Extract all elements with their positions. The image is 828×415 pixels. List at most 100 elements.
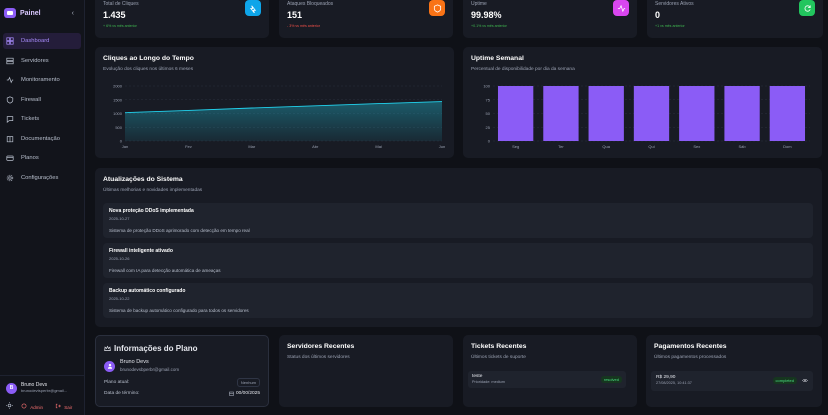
y-tick-label: 0	[120, 139, 123, 144]
sidebar-item-firewall[interactable]: Firewall	[3, 92, 81, 108]
update-date: 2025-10-26	[109, 256, 130, 261]
uptime-chart-subtitle: Percentual de disponibilidade por dia da…	[471, 67, 575, 72]
current-plan-label: Plano atual:	[104, 380, 130, 385]
clicks-chart-title: Cliques ao Longo do Tempo	[103, 55, 194, 62]
update-description: Firewall com IA para detecção automática…	[109, 268, 221, 273]
sidebar-item-label: Dashboard	[21, 38, 50, 44]
update-date: 2025-10-27	[109, 216, 130, 221]
plan-user-email: brunodevsbperbr@gmail.com	[120, 367, 180, 372]
admin-shield-icon	[21, 403, 27, 408]
clicks-line	[124, 101, 443, 114]
y-tick-label: 500	[115, 125, 122, 130]
calendar-icon	[229, 391, 234, 396]
x-tick-label: Fev	[185, 144, 192, 149]
update-item: Backup automático configurado 2025-10-22 S…	[103, 283, 813, 318]
admin-button[interactable]: Admin	[21, 403, 43, 410]
stat-value: 99.98%	[471, 10, 502, 20]
uptime-bar	[724, 86, 760, 141]
stat-trend: + 6% vs mês anterior	[103, 24, 137, 28]
collapse-sidebar-icon[interactable]: ‹	[71, 9, 74, 17]
uptime-bar	[769, 86, 806, 141]
uptime-bar	[679, 86, 715, 141]
user-profile[interactable]: B Bruno Devs brunodevtsperbr@gmail...	[0, 376, 85, 394]
payment-amount: R$ 29,90	[656, 375, 676, 380]
sidebar-item-tickets[interactable]: Tickets	[3, 111, 81, 127]
update-item: Firewall inteligente ativado 2025-10-26 Fi…	[103, 243, 813, 278]
tickets-subtitle: Últimos tickets de suporte	[471, 355, 526, 360]
logout-button[interactable]: Sair	[55, 403, 72, 410]
x-tick-label: Ter	[558, 144, 564, 149]
recent-servers-card: Servidores Recentes Status dos últimos s…	[279, 335, 453, 407]
x-tick-label: Jun	[439, 144, 445, 149]
sidebar-item-label: Monitoramento	[21, 77, 60, 83]
payment-item[interactable]: R$ 29,90 27/08/2025, 10:41:37 completed	[651, 371, 813, 391]
main-content: Total de Cliques 1.435 + 6% vs mês anterio…	[86, 0, 828, 415]
theme-toggle-icon[interactable]	[6, 402, 13, 410]
sidebar-item-monitoramento[interactable]: Monitoramento	[3, 72, 81, 88]
logout-label: Sair	[64, 404, 73, 410]
y-tick-label: 1500	[113, 97, 123, 102]
x-tick-label: Seg	[512, 144, 519, 149]
x-tick-label: Mar	[248, 144, 256, 149]
stat-value: 1.435	[103, 10, 126, 20]
clicks-area	[125, 101, 442, 141]
shield-icon	[429, 0, 445, 16]
update-description: Sistema de backup automático configurado…	[109, 308, 249, 313]
recent-tickets-card: Tickets Recentes Últimos tickets de supo…	[463, 335, 637, 407]
sidebar-item-dashboard[interactable]: Dashboard	[3, 33, 81, 49]
uptime-bar-chart: 100 75 50 25 0 Seg Ter Qua Qui Sex Sáb Dom	[483, 84, 810, 149]
crown-icon	[104, 345, 111, 351]
y-tick-label: 1000	[113, 111, 123, 116]
eye-icon[interactable]	[802, 378, 808, 383]
plan-avatar-icon	[104, 360, 115, 372]
sidebar-item-servidores[interactable]: Servidores	[3, 53, 81, 69]
update-title: Firewall inteligente ativado	[109, 248, 173, 254]
book-icon	[6, 135, 14, 143]
sidebar-item-label: Documentação	[21, 135, 60, 142]
sidebar-item-label: Configurações	[21, 174, 59, 181]
stat-trend: - 3% vs mês anterior	[287, 24, 320, 28]
stat-label: Ataques Bloqueados	[287, 1, 334, 7]
logo-icon	[4, 8, 16, 18]
refresh-icon	[799, 0, 815, 16]
plan-info-card: Informações do Plano Bruno Devs brunodev…	[95, 335, 269, 407]
x-tick-label: Qui	[648, 144, 654, 149]
update-title: Nova proteção DDoS implementada	[109, 208, 194, 214]
payment-status-badge: completed	[772, 377, 797, 384]
x-tick-label: Qua	[602, 144, 610, 149]
end-date-label: Data de término:	[104, 391, 140, 396]
y-tick-label: 75	[486, 97, 491, 102]
y-tick-label: 50	[486, 111, 491, 116]
update-item: Nova proteção DDoS implementada 2025-10-2…	[103, 203, 813, 238]
server-icon	[6, 57, 14, 65]
servers-title: Servidores Recentes	[287, 343, 355, 350]
x-tick-label: Sex	[693, 144, 700, 149]
stat-value: 151	[287, 10, 303, 20]
sidebar: Painel ‹ Dashboard Servidores Monitorament…	[0, 0, 85, 415]
message-icon	[6, 115, 14, 123]
user-name: Bruno Devs	[21, 382, 48, 388]
stat-trend: +0.1% vs mês anterior	[471, 24, 507, 28]
sidebar-item-label: Tickets	[21, 116, 40, 122]
dashboard-icon	[6, 37, 14, 45]
activity-icon	[6, 76, 14, 84]
ticket-item[interactable]: teste Prioridade: medium resolved	[468, 371, 626, 388]
card-icon	[6, 154, 14, 162]
update-date: 2025-10-22	[109, 296, 130, 301]
stat-value: 0	[655, 10, 661, 20]
user-email: brunodevtsperbr@gmail...	[21, 388, 68, 393]
app-title: Painel	[20, 9, 41, 17]
sidebar-item-documentacao[interactable]: Documentação	[3, 131, 81, 147]
y-tick-label: 25	[486, 125, 491, 130]
stat-label: Servidores Ativos	[655, 1, 694, 7]
x-tick-label: Dom	[783, 144, 792, 149]
uptime-chart-title: Uptime Semanal	[471, 55, 524, 62]
updates-subtitle: Últimas melhorias e novidades implementa…	[103, 188, 203, 193]
sidebar-item-planos[interactable]: Planos	[3, 150, 81, 166]
uptime-bar	[588, 86, 624, 141]
clicks-chart-card: Cliques ao Longo do Tempo Evolução dos c…	[95, 47, 454, 158]
sidebar-item-configuracoes[interactable]: Configurações	[3, 170, 81, 186]
blocked-attacks-card: Ataques Bloqueados 151 - 3% vs mês anterio…	[279, 0, 453, 38]
gear-icon	[6, 174, 14, 182]
